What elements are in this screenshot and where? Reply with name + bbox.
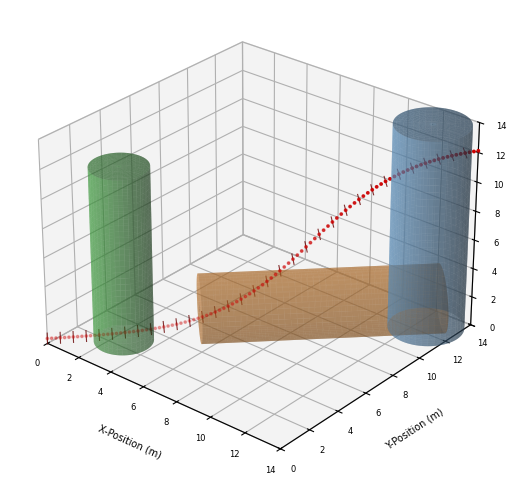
X-axis label: X-Position (m): X-Position (m) (97, 423, 163, 460)
Y-axis label: Y-Position (m): Y-Position (m) (384, 406, 445, 451)
